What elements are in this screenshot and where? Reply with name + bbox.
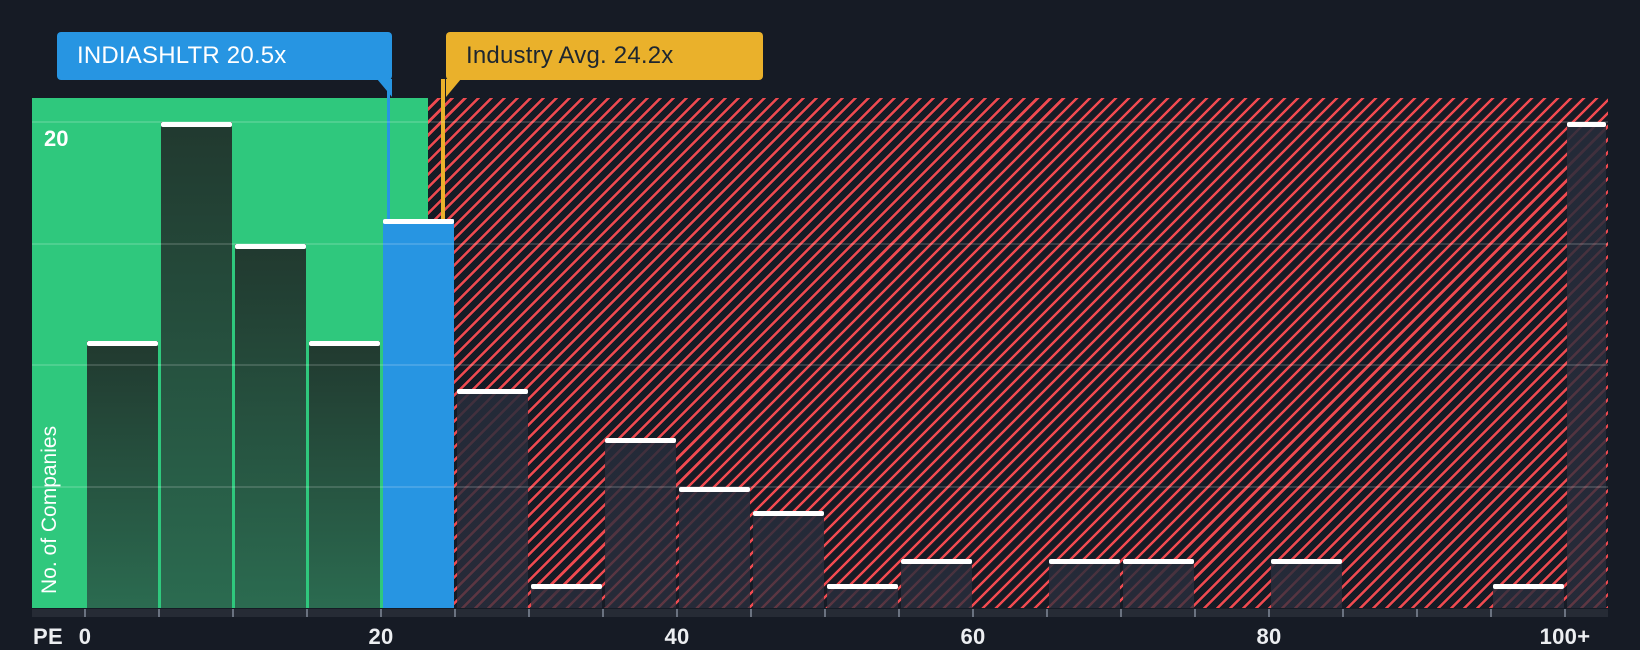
histogram-bar-0-5[interactable] xyxy=(86,340,158,608)
x-axis-tick xyxy=(232,609,234,617)
x-axis-tick xyxy=(824,609,826,617)
bar-cap xyxy=(86,340,158,346)
histogram-bar-20-25[interactable] xyxy=(382,219,454,608)
x-axis-tick-label-80: 80 xyxy=(1256,624,1282,649)
x-axis-tick xyxy=(380,609,382,617)
histogram-bar-35-40[interactable] xyxy=(604,437,676,608)
industry-avg-tooltip-label: Industry Avg. 24.2x xyxy=(466,42,674,69)
x-axis-tick xyxy=(306,609,308,617)
x-axis-tick-label-0: 0 xyxy=(78,624,92,649)
x-axis-tick xyxy=(1564,609,1566,617)
y-axis-title: No. of Companies xyxy=(38,425,61,594)
x-axis-tick-label-60: 60 xyxy=(960,624,986,649)
x-axis-tick xyxy=(1342,609,1344,617)
x-axis-tick-strip xyxy=(32,609,1608,617)
bar-cap xyxy=(1566,122,1606,127)
bar-cap xyxy=(1492,583,1564,589)
x-axis-tick xyxy=(84,609,86,617)
bar-cap xyxy=(1122,559,1194,565)
x-axis-tick xyxy=(602,609,604,617)
x-axis-tick xyxy=(972,609,974,617)
company-tooltip-label: INDIASHLTR 20.5x xyxy=(77,42,287,69)
bar-cap xyxy=(1048,559,1120,565)
y-axis-gridline-5 xyxy=(32,485,1608,488)
histogram-bar-55-60[interactable] xyxy=(900,559,972,608)
industry-avg-tooltip-pointer-icon xyxy=(446,79,461,97)
histogram-bar-50-55[interactable] xyxy=(826,583,898,608)
histogram-bar-15-20[interactable] xyxy=(308,340,380,608)
x-axis-tick xyxy=(158,609,160,617)
x-axis-tick xyxy=(1194,609,1196,617)
bar-cap xyxy=(900,559,972,565)
histogram-bar-65-70[interactable] xyxy=(1048,559,1120,608)
bar-cap xyxy=(678,486,750,492)
y-axis-gridline-15 xyxy=(32,242,1608,245)
x-axis-tick xyxy=(1046,609,1048,617)
x-axis-tick xyxy=(528,609,530,617)
histogram-bar-80-85[interactable] xyxy=(1270,559,1342,608)
histogram-bar-25-30[interactable] xyxy=(456,389,528,608)
histogram-bar-100+[interactable] xyxy=(1566,122,1606,608)
histogram-bar-70-75[interactable] xyxy=(1122,559,1194,608)
bar-cap xyxy=(308,340,380,346)
x-axis-tick-label-20: 20 xyxy=(368,624,394,649)
x-axis-tick xyxy=(898,609,900,617)
x-axis-tick xyxy=(1120,609,1122,617)
x-axis-tick xyxy=(1416,609,1418,617)
histogram-bar-10-15[interactable] xyxy=(234,243,306,608)
bar-cap xyxy=(382,219,454,225)
x-axis-tick xyxy=(1490,609,1492,617)
bar-cap xyxy=(1270,559,1342,565)
plot-area xyxy=(32,79,1608,608)
histogram-bar-95-100[interactable] xyxy=(1492,583,1564,608)
x-axis-tick-label-40: 40 xyxy=(664,624,690,649)
x-axis-title: PE xyxy=(33,624,63,649)
company-tooltip: INDIASHLTR 20.5x xyxy=(57,32,392,80)
bar-cap xyxy=(604,437,676,443)
y-axis-gridline-20 xyxy=(32,121,1608,123)
bar-cap xyxy=(234,243,306,249)
bar-cap xyxy=(826,583,898,589)
x-axis-tick xyxy=(676,609,678,617)
industry-avg-tooltip: Industry Avg. 24.2x xyxy=(446,32,763,80)
y-axis-tick-label: 20 xyxy=(44,126,69,151)
bar-cap xyxy=(160,122,232,127)
bar-cap xyxy=(456,389,528,395)
bar-cap xyxy=(752,510,824,516)
histogram-bar-45-50[interactable] xyxy=(752,510,824,608)
histogram-bar-40-45[interactable] xyxy=(678,486,750,608)
histogram-bar-5-10[interactable] xyxy=(160,122,232,608)
bar-cap xyxy=(530,583,602,589)
x-axis-tick xyxy=(454,609,456,617)
y-axis-gridline-10 xyxy=(32,364,1608,366)
x-axis-tick-label-100+: 100+ xyxy=(1539,624,1591,649)
histogram-bar-30-35[interactable] xyxy=(530,583,602,608)
x-axis-tick xyxy=(750,609,752,617)
x-axis-tick xyxy=(1268,609,1270,617)
